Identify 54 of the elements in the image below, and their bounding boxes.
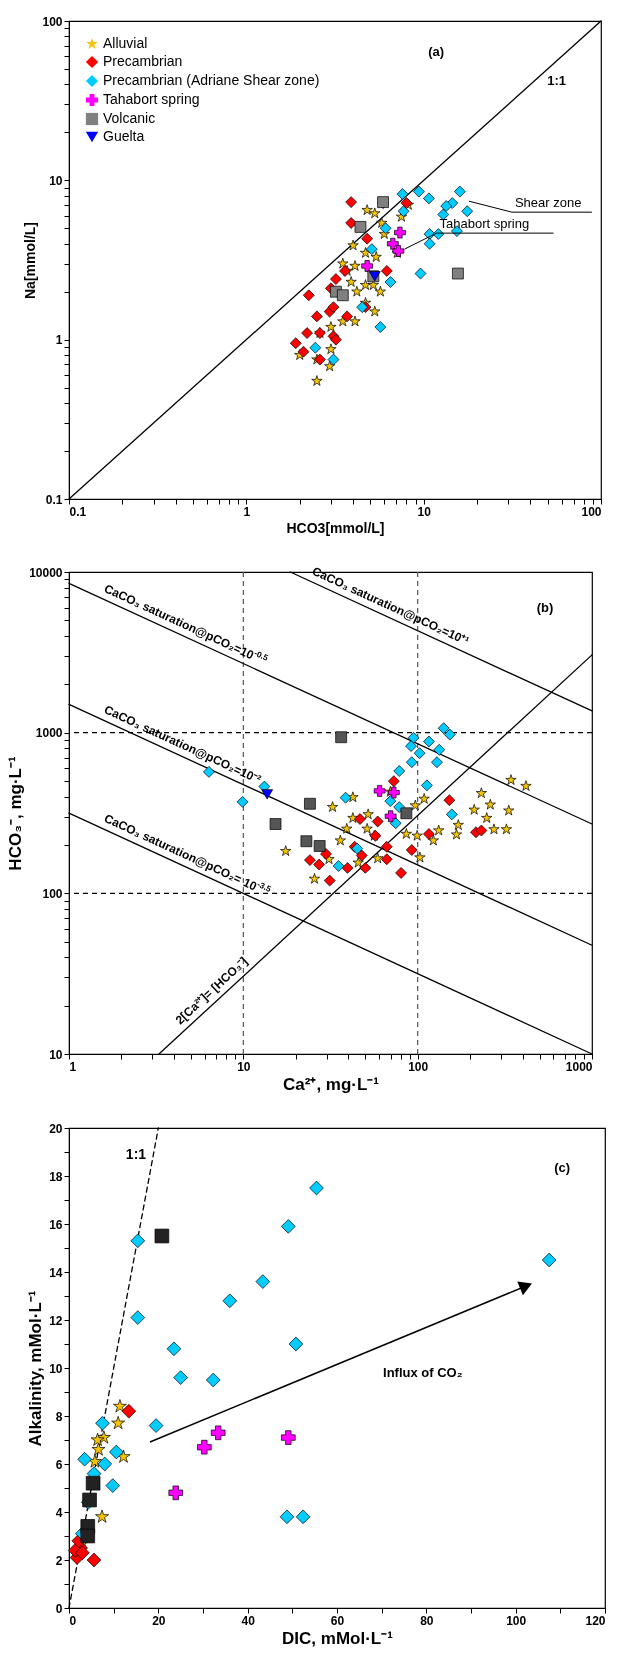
annotation: (b): [536, 600, 554, 615]
series-label: 1:1: [547, 73, 566, 89]
y-tick-label: 4: [55, 1505, 63, 1520]
legend-label: Precambrian: [103, 53, 183, 69]
y-tick-label: 18: [49, 1169, 63, 1184]
y-tick-label: 8: [55, 1409, 63, 1424]
legend-label: Precambrian (Adriane Shear zone): [103, 72, 320, 88]
x-tick-label: 100: [506, 1613, 527, 1628]
y-axis-title: HCO₃⁻, mg·L⁻¹: [6, 756, 26, 871]
legend-label: Tahabort spring: [103, 91, 200, 107]
x-tick-label: 0: [69, 1613, 77, 1628]
y-tick-label: 1000: [35, 726, 63, 741]
y-axis-title: Alkalinity, mMol·L⁻¹: [26, 1290, 46, 1447]
x-tick-label: 20: [152, 1613, 166, 1628]
y-tick-label: 2: [55, 1553, 63, 1568]
legend-label: Guelta: [103, 128, 145, 144]
y-tick-label: 14: [49, 1265, 63, 1280]
y-tick-label: 1: [55, 333, 63, 348]
series-label: 1:1: [125, 1145, 147, 1162]
x-tick-label: 0.1: [69, 504, 87, 519]
y-tick-label: 12: [49, 1313, 63, 1328]
x-tick-label: 40: [241, 1613, 256, 1628]
y-tick-label: 100: [42, 886, 63, 901]
y-tick-label: 0.1: [45, 492, 63, 507]
x-tick-label: 80: [420, 1613, 434, 1628]
annotation: (a): [428, 44, 445, 59]
y-tick-label: 10000: [29, 565, 63, 580]
x-axis-title: Ca²⁺, mg·L⁻¹: [282, 1074, 380, 1094]
annotation: Tahabort spring: [439, 216, 530, 232]
y-tick-label: 10: [49, 1047, 63, 1062]
x-tick-label: 10: [237, 1059, 251, 1074]
x-tick-label: 100: [408, 1059, 429, 1074]
x-tick-label: 1000: [565, 1059, 593, 1074]
x-tick-label: 60: [330, 1613, 345, 1628]
x-tick-label: 1: [69, 1059, 77, 1074]
y-tick-label: 10: [49, 1361, 63, 1376]
x-axis-title: DIC, mMol·L⁻¹: [282, 1628, 394, 1648]
legend-label: Volcanic: [103, 110, 156, 126]
y-tick-label: 16: [49, 1217, 63, 1232]
annotation: (c): [554, 1160, 571, 1175]
annotation: Shear zone: [514, 195, 582, 211]
x-tick-label: 120: [585, 1613, 606, 1628]
y-tick-label: 6: [55, 1457, 63, 1472]
y-axis-title: Na[mmol/L]: [22, 222, 39, 299]
y-tick-label: 20: [49, 1121, 63, 1136]
legend-label: Alluvial: [103, 35, 148, 51]
x-axis-title: HCO3[mmol/L]: [286, 519, 385, 536]
x-tick-label: 1: [243, 504, 251, 519]
y-tick-label: 10: [49, 173, 63, 188]
y-tick-label: 0: [55, 1601, 63, 1616]
annotation: Influx of CO₂: [383, 1365, 463, 1380]
x-tick-label: 10: [417, 504, 432, 519]
x-tick-label: 100: [581, 504, 602, 519]
y-tick-label: 100: [42, 14, 63, 29]
